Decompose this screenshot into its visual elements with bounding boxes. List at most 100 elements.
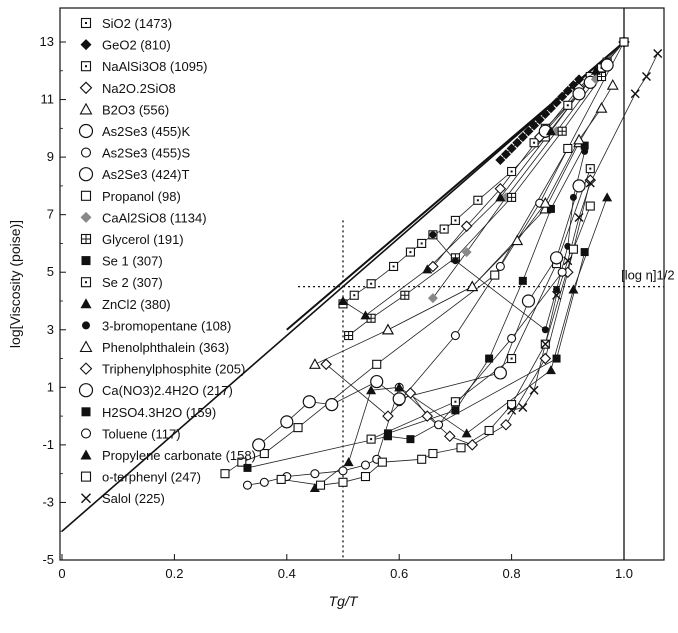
data-point [602,192,613,202]
data-point-plus [507,193,516,202]
legend-label: Triphenylphosphite (205) [102,362,245,377]
data-point [433,420,444,430]
data-point [600,58,614,72]
data-point [404,387,417,399]
data-point [338,466,348,476]
data-point [545,365,556,375]
legend-label: As2Se3 (455)K [102,124,190,139]
data-point [466,439,479,451]
data-point [552,354,561,363]
data-point [562,85,573,96]
legend-label: CaAl2SiO8 (1134) [102,210,207,225]
legend-label: As2Se3 (424)T [102,167,189,182]
data-point [309,483,320,493]
data-point [382,410,394,422]
data-point [372,359,382,369]
data-point [325,398,339,412]
series-points [495,74,585,165]
data-point [572,87,586,101]
data-point [366,385,377,395]
data-point [653,49,663,59]
series-points [252,179,586,452]
data-point [427,260,439,273]
data-point-dot [566,104,569,107]
data-point [406,435,415,444]
y-tick-label: 5 [47,264,54,279]
strong-limit-line [61,41,625,532]
data-point [552,290,562,300]
y-axis-label: log[Viscosity (poise)] [7,220,23,348]
data-point [293,423,303,433]
data-point [421,410,434,422]
series-line [247,251,586,469]
data-point [606,79,619,90]
data-point [500,418,512,431]
data-point [461,247,472,258]
data-point [310,469,320,479]
y-tick-label: 11 [41,92,55,107]
legend-label: Se 2 (307) [102,275,163,290]
data-point [572,179,586,193]
data-point [252,438,266,452]
legend-marker [80,211,92,223]
data-point [259,477,269,487]
data-point [641,72,651,82]
data-point [466,280,479,292]
data-point [619,37,629,47]
data-point-dot [443,228,446,231]
data-point [507,400,517,410]
legend-label: Se 1 (307) [102,254,163,269]
series-line [314,84,614,365]
series-line [511,53,659,411]
data-point [585,201,595,211]
data-point [630,89,640,99]
data-point [242,480,253,490]
legend-marker-dot [85,22,87,24]
legend-label: Propanol (98) [102,189,181,204]
data-point [495,192,506,202]
data-point [563,256,573,266]
data-point-dot [353,294,356,297]
legend-label: GeO2 (810) [102,38,171,53]
data-point-dot [476,199,479,202]
data-point-dot [392,265,395,268]
data-point [553,285,561,293]
data-point-dot [589,167,592,170]
series-points [507,49,663,415]
series-line [314,197,608,489]
data-point-dot [454,400,457,403]
x-tick-label: 0.8 [503,566,521,581]
data-point [581,147,589,155]
data-point [563,143,573,154]
data-point [512,137,523,148]
legend-marker [81,493,91,504]
series-line [348,76,602,336]
legend-label: Toluene (117) [102,426,181,441]
data-point [422,264,433,274]
data-point [394,382,405,392]
plot-frame [59,7,665,561]
data-point [495,261,505,272]
data-point [280,415,294,429]
data-point [595,102,608,113]
y-tick-label: 1 [47,379,54,394]
data-point-dot [370,438,373,441]
series-points [242,267,567,490]
data-point [460,220,473,232]
data-point [568,284,579,294]
data-point [302,395,316,409]
series-line [247,271,563,486]
legend-marker [79,340,93,353]
data-point [507,333,517,343]
data-point [523,126,534,137]
legend-marker [80,471,92,482]
data-point [545,103,556,114]
data-point [545,126,556,136]
series-line [387,107,602,331]
data-point [417,454,427,464]
legend-marker [80,190,92,201]
series-points [382,102,608,335]
y-tick-label: -3 [42,494,54,509]
